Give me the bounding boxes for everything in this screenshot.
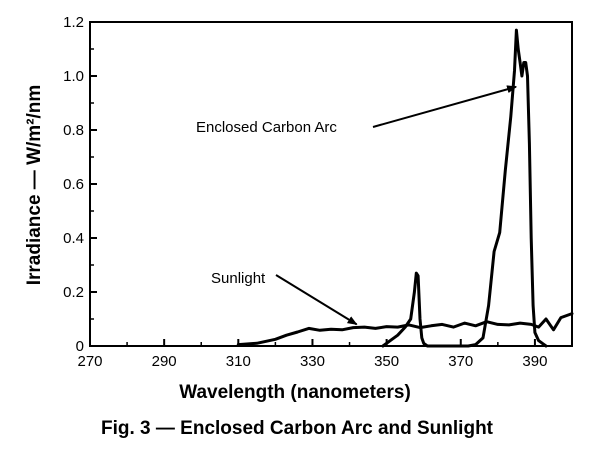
x-tick-label: 390 xyxy=(522,353,547,370)
y-tick-label: 0.2 xyxy=(63,284,84,301)
x-tick-label: 290 xyxy=(152,353,177,370)
y-tick-label: 1.2 xyxy=(63,14,84,31)
annotation-sunlight: Sunlight xyxy=(211,270,266,287)
y-tick-label: 0.4 xyxy=(63,230,84,247)
x-tick-label: 350 xyxy=(374,353,399,370)
axes: 0 0.2 0.4 0.6 0.8 1.0 1.2 270 290 310 330 350 370 390 xyxy=(63,14,573,370)
annotation-arrow xyxy=(372,85,518,128)
y-axis-title: Irradiance — W/m²/nm xyxy=(24,85,45,286)
x-axis-title: Wavelength (nanometers) xyxy=(179,382,411,403)
x-tick-label: 310 xyxy=(226,353,251,370)
y-tick-label: 0.8 xyxy=(63,122,84,139)
chart: 0 0.2 0.4 0.6 0.8 1.0 1.2 270 290 310 330 350 370 390… xyxy=(24,14,574,403)
x-tick-label: 270 xyxy=(77,353,102,370)
series-line-enclosed-carbon-arc xyxy=(381,28,548,348)
y-tick-label: 0 xyxy=(76,338,84,355)
annotation-arrow xyxy=(275,274,358,326)
y-tick-label: 1.0 xyxy=(63,68,84,85)
x-tick-label: 330 xyxy=(300,353,325,370)
x-tick-label: 370 xyxy=(448,353,473,370)
figure-caption: Fig. 3 — Enclosed Carbon Arc and Sunligh… xyxy=(101,418,493,439)
series-layer xyxy=(236,28,574,348)
plot-frame xyxy=(89,21,573,347)
annotations: Enclosed Carbon Arc Sunlight xyxy=(196,85,518,326)
annotation-enclosed-carbon-arc: Enclosed Carbon Arc xyxy=(196,119,337,136)
y-tick-label: 0.6 xyxy=(63,176,84,193)
